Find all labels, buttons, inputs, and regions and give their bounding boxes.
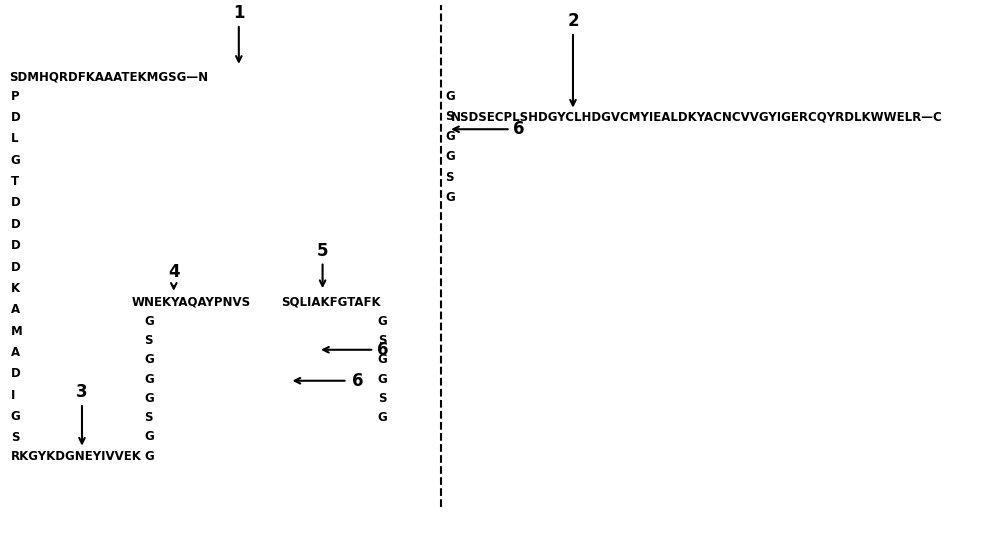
Text: G: G bbox=[446, 90, 455, 103]
Text: S: S bbox=[446, 171, 454, 184]
Text: G: G bbox=[144, 392, 154, 405]
Text: 1: 1 bbox=[233, 4, 245, 22]
Text: D: D bbox=[11, 218, 20, 231]
Text: D: D bbox=[11, 239, 20, 252]
Text: G: G bbox=[378, 354, 388, 366]
Text: L: L bbox=[11, 132, 18, 145]
Text: G: G bbox=[11, 410, 20, 423]
Text: G: G bbox=[446, 151, 455, 163]
Text: G: G bbox=[446, 191, 455, 204]
Text: M: M bbox=[11, 325, 22, 337]
Text: 2: 2 bbox=[567, 12, 579, 30]
Text: WNEKYAQAYPNVS: WNEKYAQAYPNVS bbox=[132, 295, 251, 308]
Text: S: S bbox=[144, 334, 153, 347]
Text: G: G bbox=[144, 373, 154, 386]
Text: G: G bbox=[378, 373, 388, 386]
Text: I: I bbox=[11, 389, 15, 402]
Text: D: D bbox=[11, 111, 20, 124]
Text: G: G bbox=[378, 411, 388, 424]
Text: 5: 5 bbox=[317, 242, 328, 260]
Text: S: S bbox=[378, 334, 386, 347]
Text: T: T bbox=[11, 175, 19, 188]
Text: G: G bbox=[446, 130, 455, 143]
Text: P: P bbox=[11, 90, 19, 103]
Text: S: S bbox=[11, 431, 19, 444]
Text: 4: 4 bbox=[168, 263, 180, 281]
Text: 6: 6 bbox=[513, 120, 525, 138]
Text: G: G bbox=[11, 154, 20, 167]
Text: A: A bbox=[11, 303, 20, 316]
Text: S: S bbox=[378, 392, 386, 405]
Text: 6: 6 bbox=[377, 341, 388, 359]
Text: A: A bbox=[11, 346, 20, 359]
Text: RKGYKDGNEYIVVEK: RKGYKDGNEYIVVEK bbox=[11, 450, 142, 463]
Text: 3: 3 bbox=[76, 383, 88, 402]
Text: SDMHQRDFKAAATEKMGSG—N: SDMHQRDFKAAATEKMGSG—N bbox=[9, 71, 208, 84]
Text: G: G bbox=[144, 354, 154, 366]
Text: G: G bbox=[378, 315, 388, 328]
Text: D: D bbox=[11, 367, 20, 380]
Text: D: D bbox=[11, 261, 20, 273]
Text: 6: 6 bbox=[352, 372, 363, 390]
Text: K: K bbox=[11, 282, 20, 295]
Text: G: G bbox=[144, 430, 154, 443]
Text: G: G bbox=[144, 315, 154, 328]
Text: SQLIAKFGTAFK: SQLIAKFGTAFK bbox=[281, 295, 380, 308]
Text: NSDSECPLSHDGYCLHDGVCMYIEALDKYACNCVVGYIGERCQYRDLKWWELR—C: NSDSECPLSHDGYCLHDGVCMYIEALDKYACNCVVGYIGE… bbox=[451, 111, 943, 124]
Text: S: S bbox=[144, 411, 153, 424]
Text: S: S bbox=[446, 110, 454, 123]
Text: G: G bbox=[144, 450, 154, 463]
Text: D: D bbox=[11, 197, 20, 209]
